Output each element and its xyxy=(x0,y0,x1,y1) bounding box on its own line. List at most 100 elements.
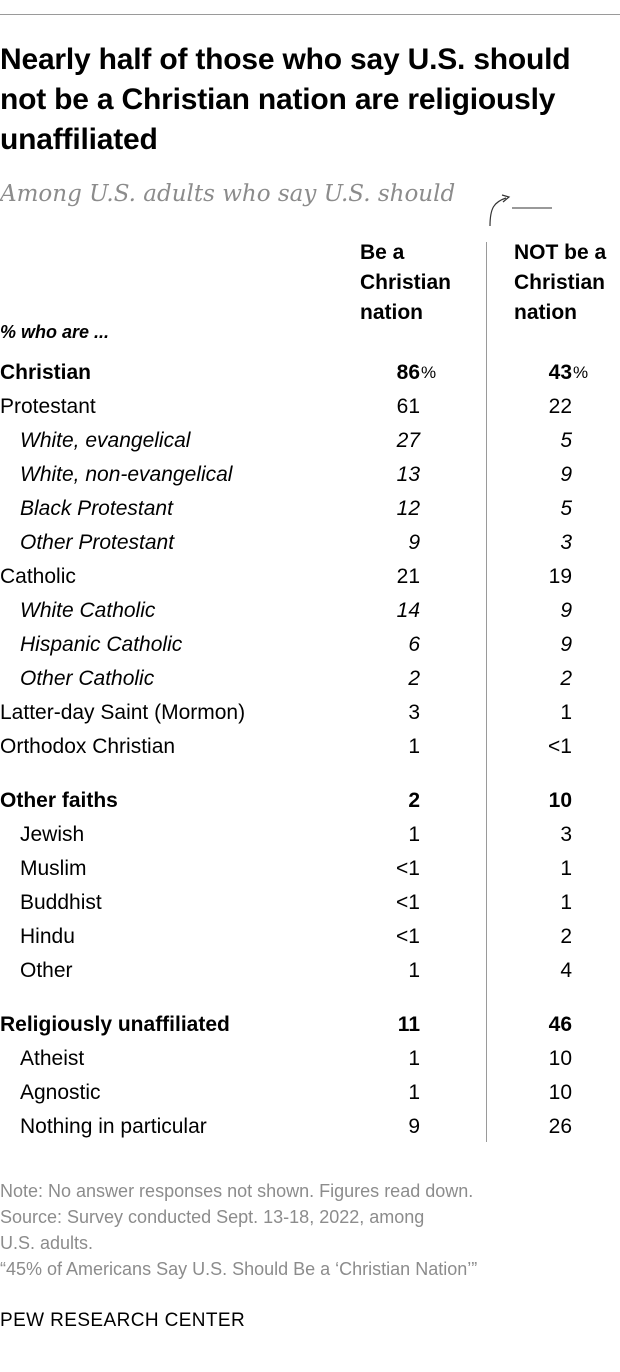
value-text: 9 xyxy=(408,1115,420,1138)
column-divider xyxy=(486,242,487,1142)
value-not-christian-nation: 1 xyxy=(560,886,572,920)
column-header-not: NOT be a Christian nation xyxy=(514,238,606,328)
curved-arrow-icon xyxy=(489,194,552,227)
table-row: Nothing in particular 9 26 xyxy=(0,1110,620,1144)
row-label: Latter-day Saint (Mormon) xyxy=(0,701,246,724)
value-be-christian-nation: <1 xyxy=(396,920,420,954)
value-be-christian-nation: 61 xyxy=(397,390,420,424)
value-be-christian-nation: 27 xyxy=(397,424,420,458)
row-label: Catholic xyxy=(0,565,76,588)
value-not-christian-nation: 3 xyxy=(560,526,572,560)
row-label: Jewish xyxy=(20,823,85,846)
report-title: “45% of Americans Say U.S. Should Be a ‘… xyxy=(0,1259,478,1279)
value-not-christian-nation: 5 xyxy=(560,492,572,526)
table-row: Hispanic Catholic 6 9 xyxy=(0,628,620,662)
value-not-christian-nation: 10 xyxy=(549,1042,572,1076)
value-be-christian-nation: 1 xyxy=(408,1042,420,1076)
value-be-christian-nation: 13 xyxy=(397,458,420,492)
row-label: Hispanic Catholic xyxy=(20,633,183,656)
column-header-line: Christian xyxy=(360,271,452,294)
value-text: <1 xyxy=(548,735,572,758)
table-row: Atheist 1 10 xyxy=(0,1042,620,1076)
value-text: 13 xyxy=(396,463,420,486)
value-not-christian-nation: 1 xyxy=(560,852,572,886)
row-label: White Catholic xyxy=(20,599,156,622)
table-row: Latter-day Saint (Mormon) 3 1 xyxy=(0,696,620,730)
value-not-christian-nation: 19 xyxy=(549,560,572,594)
value-text: 2 xyxy=(560,925,572,948)
value-text: 1 xyxy=(408,1081,420,1104)
table-row: Black Protestant 12 5 xyxy=(0,492,620,526)
value-text: 1 xyxy=(408,1047,420,1070)
value-text: 4 xyxy=(560,959,572,982)
value-text: 1 xyxy=(408,735,420,758)
value-text: 9 xyxy=(560,463,572,486)
chart-title: Nearly half of those who say U.S. should… xyxy=(0,43,571,156)
value-text: <1 xyxy=(396,925,420,948)
value-text: 1 xyxy=(560,701,572,724)
chart-subtitle: Among U.S. adults who say U.S. should xyxy=(0,181,456,207)
source-line: Source: Survey conducted Sept. 13-18, 20… xyxy=(0,1207,425,1227)
value-text: 3 xyxy=(560,531,572,554)
value-not-christian-nation: 3 xyxy=(560,818,572,852)
table-row: Religiously unaffiliated 11 46 xyxy=(0,1008,620,1042)
value-text: 9 xyxy=(560,599,572,622)
table-row: White, evangelical 27 5 xyxy=(0,424,620,458)
row-label: Christian xyxy=(0,361,92,384)
value-be-christian-nation: 3 xyxy=(408,696,420,730)
value-text: 1 xyxy=(560,891,572,914)
value-text: 19 xyxy=(548,565,572,588)
table-row: Other 1 4 xyxy=(0,954,620,988)
row-label: Other faiths xyxy=(0,789,118,812)
value-text: 2 xyxy=(408,789,420,812)
value-text: 9 xyxy=(560,633,572,656)
table-row: Agnostic 1 10 xyxy=(0,1076,620,1110)
note-line: Note: No answer responses not shown. Fig… xyxy=(0,1181,474,1201)
value-not-christian-nation: 2 xyxy=(560,662,572,696)
row-label: Atheist xyxy=(20,1047,85,1070)
value-not-christian-nation: <1 xyxy=(548,730,572,764)
value-text: 22 xyxy=(548,395,572,418)
value-not-christian-nation: 26 xyxy=(549,1110,572,1144)
table-row: White Catholic 14 9 xyxy=(0,594,620,628)
table-row: Christian 86% 43% xyxy=(0,356,620,390)
value-text: 27 xyxy=(396,429,420,452)
row-label: Nothing in particular xyxy=(20,1115,207,1138)
value-be-christian-nation: 14 xyxy=(397,594,420,628)
value-text: <1 xyxy=(396,891,420,914)
value-text: 9 xyxy=(408,531,420,554)
table-row: Muslim <1 1 xyxy=(0,852,620,886)
row-label: White, evangelical xyxy=(20,429,191,452)
row-label: Black Protestant xyxy=(20,497,173,520)
value-be-christian-nation: 9 xyxy=(408,526,420,560)
row-label: Protestant xyxy=(0,395,96,418)
value-not-christian-nation: 9 xyxy=(560,628,572,662)
percent-sign: % xyxy=(421,363,437,382)
value-text: 11 xyxy=(397,1013,420,1036)
value-text: 26 xyxy=(548,1115,572,1138)
value-not-christian-nation: 43% xyxy=(549,356,588,390)
value-be-christian-nation: 1 xyxy=(408,954,420,988)
value-be-christian-nation: 1 xyxy=(408,730,420,764)
value-text: 10 xyxy=(548,789,572,812)
value-text: 21 xyxy=(396,565,420,588)
value-be-christian-nation: 9 xyxy=(408,1110,420,1144)
brand-logo-text: PEW RESEARCH CENTER xyxy=(0,1310,246,1331)
value-not-christian-nation: 9 xyxy=(560,594,572,628)
table-row: Hindu <1 2 xyxy=(0,920,620,954)
row-label: Hindu xyxy=(20,925,75,948)
value-not-christian-nation: 5 xyxy=(560,424,572,458)
value-not-christian-nation: 9 xyxy=(560,458,572,492)
value-text: 14 xyxy=(396,599,420,622)
value-be-christian-nation: 6 xyxy=(408,628,420,662)
value-be-christian-nation: 1 xyxy=(408,818,420,852)
table-row: Protestant 61 22 xyxy=(0,390,620,424)
value-text: 6 xyxy=(408,633,420,656)
value-be-christian-nation: <1 xyxy=(396,886,420,920)
column-header-line: NOT be a xyxy=(514,241,607,264)
value-text: 2 xyxy=(560,667,572,690)
row-label: White, non-evangelical xyxy=(20,463,233,486)
notes: Note: No answer responses not shown. Fig… xyxy=(0,1178,610,1282)
table-row: Other Protestant 9 3 xyxy=(0,526,620,560)
value-text: 46 xyxy=(548,1013,572,1036)
